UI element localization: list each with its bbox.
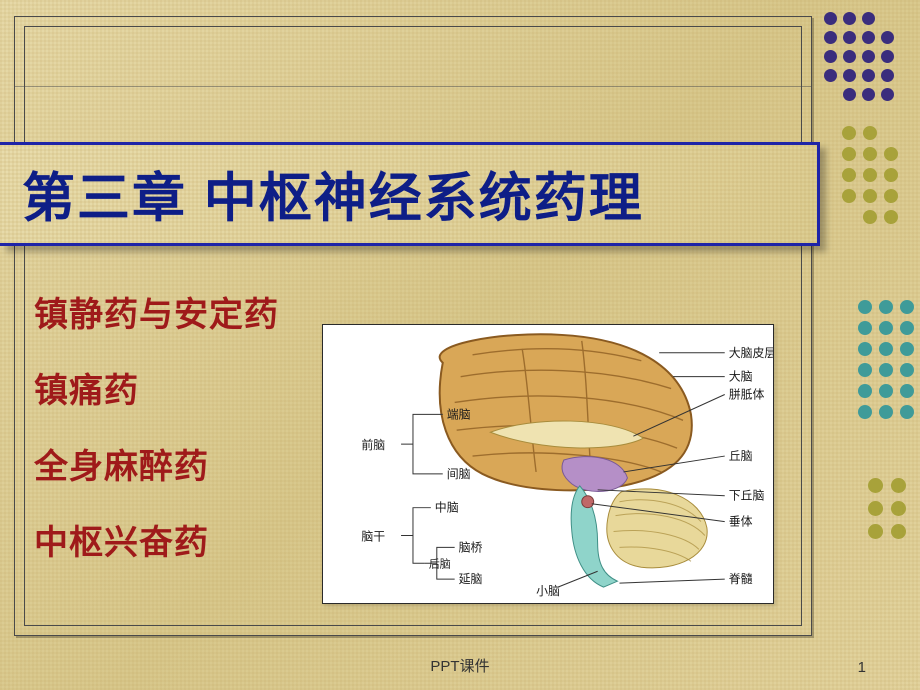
dot xyxy=(863,189,877,203)
decorative-line xyxy=(14,86,812,87)
dot xyxy=(884,210,898,224)
dot xyxy=(881,50,894,63)
dot xyxy=(842,168,856,182)
dot xyxy=(891,524,906,539)
dot xyxy=(884,147,898,161)
dot xyxy=(868,478,883,493)
topic-item: 镇痛药 xyxy=(34,374,279,408)
dot xyxy=(843,12,856,25)
dot xyxy=(884,189,898,203)
dot xyxy=(858,405,872,419)
label-spinal: 脊髓 xyxy=(729,572,753,586)
topic-item: 中枢兴奋药 xyxy=(34,526,279,560)
label-hindbrain: 后脑 xyxy=(429,557,451,570)
page-number: 1 xyxy=(858,659,866,676)
dot xyxy=(879,405,893,419)
dot xyxy=(843,69,856,82)
label-cerebrum: 大脑 xyxy=(729,370,753,384)
topic-item: 全身麻醉药 xyxy=(34,450,279,484)
label-pons: 脑桥 xyxy=(459,540,483,554)
dot xyxy=(843,31,856,44)
dot xyxy=(824,50,837,63)
label-cerebellum: 小脑 xyxy=(536,584,560,598)
label-midbrain: 中脑 xyxy=(435,501,459,515)
dot xyxy=(862,69,875,82)
dot xyxy=(863,210,877,224)
slide: 第三章 中枢神经系统药理 镇静药与安定药 镇痛药 全身麻醉药 中枢兴奋药 xyxy=(0,0,920,690)
label-diencephalon: 间脑 xyxy=(447,467,471,481)
dot xyxy=(881,88,894,101)
chapter-title: 第三章 中枢神经系统药理 xyxy=(22,156,644,232)
dot xyxy=(863,168,877,182)
dot xyxy=(879,321,893,335)
dot xyxy=(879,384,893,398)
dot xyxy=(863,126,877,140)
dot xyxy=(824,12,837,25)
dot xyxy=(900,405,914,419)
dot xyxy=(891,478,906,493)
dot xyxy=(858,384,872,398)
label-brainstem: 脑干 xyxy=(361,529,385,543)
dot xyxy=(900,342,914,356)
label-thalamus: 丘脑 xyxy=(729,449,753,463)
dot xyxy=(879,363,893,377)
dot xyxy=(824,69,837,82)
label-forebrain: 前脑 xyxy=(361,438,385,452)
brain-svg: 前脑 端脑 间脑 脑干 中脑 后脑 脑桥 延脑 小脑 大脑皮层 大脑 胼胝体 xyxy=(323,325,773,603)
dot xyxy=(858,363,872,377)
dot xyxy=(881,69,894,82)
dot xyxy=(843,50,856,63)
dot xyxy=(842,189,856,203)
dot xyxy=(842,147,856,161)
label-pituitary: 垂体 xyxy=(729,515,753,529)
dot xyxy=(900,363,914,377)
label-hypothalamus: 下丘脑 xyxy=(729,489,765,503)
label-cortex: 大脑皮层 xyxy=(729,346,773,360)
dot xyxy=(891,501,906,516)
dot xyxy=(884,168,898,182)
dot xyxy=(900,384,914,398)
dot xyxy=(858,342,872,356)
dot xyxy=(900,300,914,314)
dot xyxy=(900,321,914,335)
dot xyxy=(858,300,872,314)
dot xyxy=(842,126,856,140)
footer-label: PPT课件 xyxy=(430,655,489,676)
topic-item: 镇静药与安定药 xyxy=(34,298,279,332)
dot xyxy=(879,300,893,314)
topic-list: 镇静药与安定药 镇痛药 全身麻醉药 中枢兴奋药 xyxy=(34,298,279,602)
dot xyxy=(862,50,875,63)
dot xyxy=(862,12,875,25)
label-corpus-callosum: 胼胝体 xyxy=(729,387,765,401)
dot xyxy=(843,88,856,101)
dot xyxy=(868,524,883,539)
dot xyxy=(858,321,872,335)
brain-diagram: 前脑 端脑 间脑 脑干 中脑 后脑 脑桥 延脑 小脑 大脑皮层 大脑 胼胝体 xyxy=(322,324,774,604)
label-telencephalon: 端脑 xyxy=(447,407,471,421)
dot xyxy=(881,31,894,44)
dot xyxy=(862,88,875,101)
dot xyxy=(862,31,875,44)
dot xyxy=(879,342,893,356)
label-medulla: 延脑 xyxy=(459,572,483,586)
dot xyxy=(824,31,837,44)
title-box: 第三章 中枢神经系统药理 xyxy=(0,142,820,246)
dot xyxy=(863,147,877,161)
dot xyxy=(868,501,883,516)
pituitary-shape xyxy=(582,496,594,508)
